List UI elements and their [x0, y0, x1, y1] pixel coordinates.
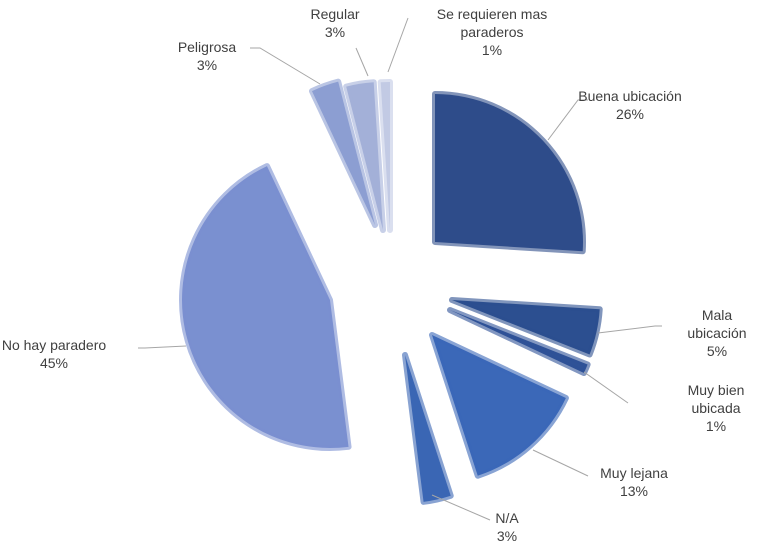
leader-line	[250, 47, 321, 85]
pie-slice	[429, 332, 569, 479]
leader-line	[583, 371, 629, 404]
value-label: 1%	[481, 42, 503, 58]
leader-line	[138, 345, 187, 349]
category-label: Peligrosa	[177, 39, 237, 55]
slice-label: Muy bien ubicada 1%	[687, 381, 746, 435]
pie-slice	[308, 78, 378, 228]
value-label: 3%	[324, 24, 346, 40]
pie-slice	[179, 163, 352, 451]
slice-label: No hay paradero 45%	[2, 336, 106, 372]
category-label: Muy lejana	[600, 465, 668, 481]
pie-slice	[432, 91, 586, 255]
leader-line	[431, 494, 491, 521]
leader-line	[597, 325, 662, 334]
value-label: 1%	[705, 418, 727, 434]
leader-line	[355, 47, 369, 77]
slice-label: Buena ubicación 26%	[578, 87, 682, 123]
leader-line	[532, 449, 589, 477]
category-label: N/A	[495, 510, 519, 526]
value-label: 3%	[496, 528, 518, 544]
slice-label: Muy lejana 13%	[600, 464, 668, 500]
slice-label: Peligrosa 3%	[178, 38, 236, 74]
pie-slice	[447, 307, 591, 377]
leader-line	[547, 99, 588, 141]
category-label: Regular	[310, 6, 360, 22]
category-label: No hay paradero	[1, 337, 107, 353]
value-label: 3%	[196, 57, 218, 73]
value-label: 26%	[615, 106, 645, 122]
category-label: Mala ubicación	[687, 307, 747, 341]
pie-slice	[377, 79, 393, 233]
pie-slice	[343, 79, 386, 233]
category-label: Muy bien ubicada	[687, 382, 745, 416]
slice-label: Regular 3%	[310, 5, 359, 41]
leader-line	[387, 17, 409, 73]
slice-label: Mala ubicación 5%	[687, 306, 746, 360]
value-label: 13%	[619, 483, 649, 499]
category-label: Buena ubicación	[578, 88, 682, 104]
category-label: Se requieren mas paraderos	[436, 6, 548, 40]
pie-slice	[449, 297, 603, 358]
value-label: 45%	[39, 355, 69, 371]
pie-slice	[402, 352, 454, 505]
value-label: 5%	[706, 343, 728, 359]
slice-label: N/A 3%	[495, 509, 518, 545]
slice-label: Se requieren mas paraderos 1%	[417, 5, 567, 59]
